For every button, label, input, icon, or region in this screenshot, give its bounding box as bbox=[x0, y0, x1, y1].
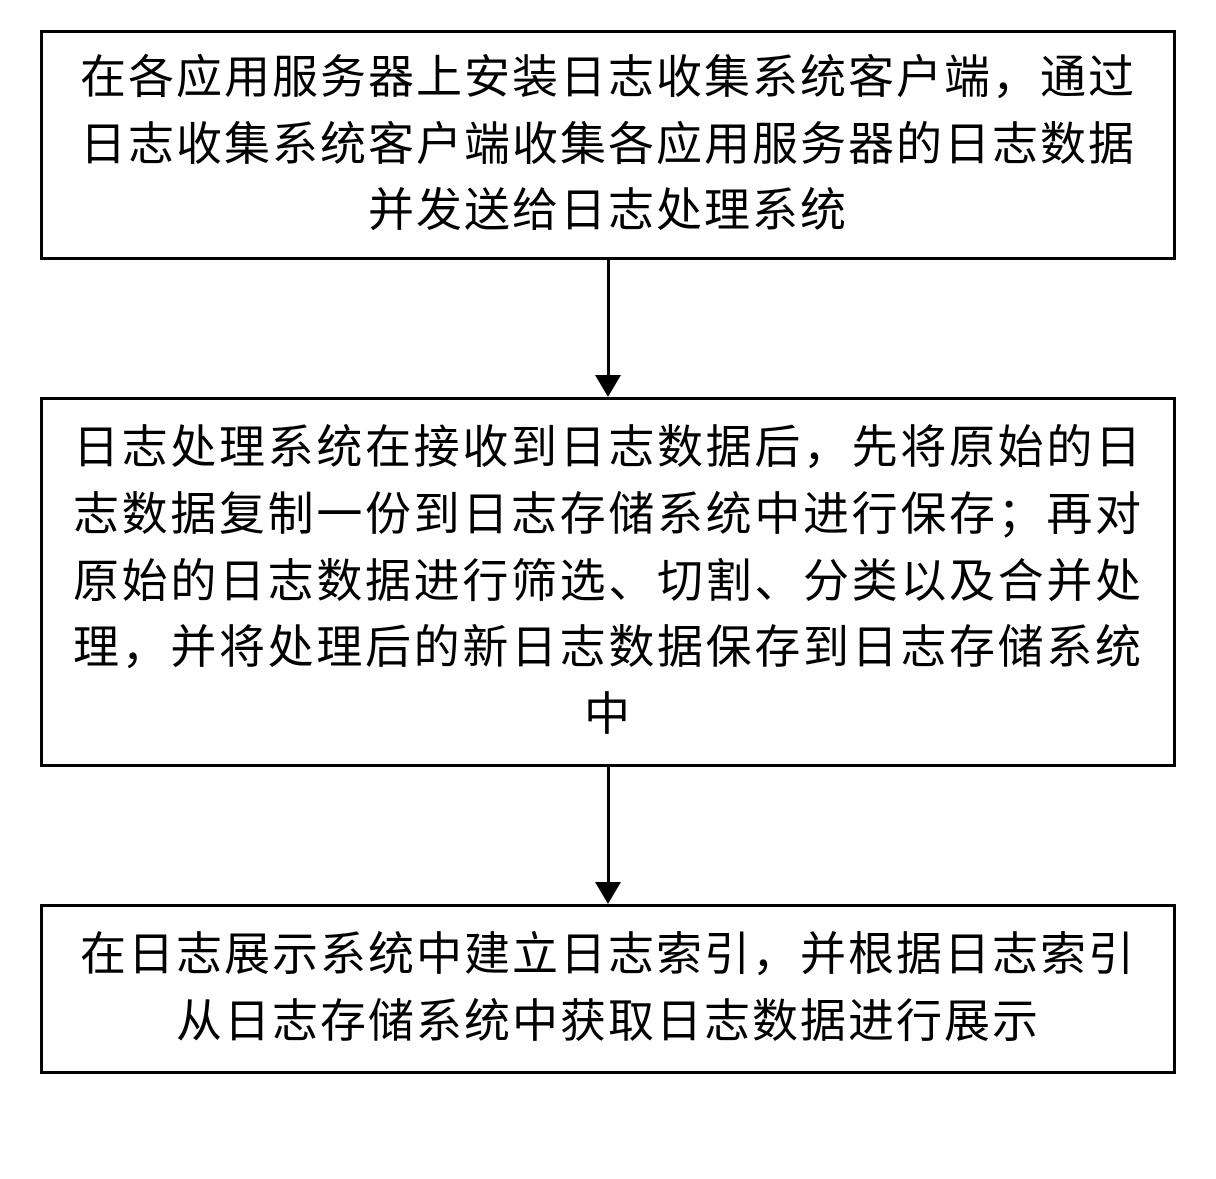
flowchart-container: 在各应用服务器上安装日志收集系统客户端，通过日志收集系统客户端收集各应用服务器的… bbox=[40, 30, 1176, 1074]
box-2-text: 日志处理系统在接收到日志数据后，先将原始的日志数据复制一份到日志存储系统中进行保… bbox=[73, 415, 1143, 748]
arrow-2 bbox=[595, 767, 621, 904]
arrow-1 bbox=[595, 260, 621, 397]
arrow-1-line bbox=[607, 260, 610, 375]
arrow-1-head bbox=[595, 375, 621, 397]
box-1-text: 在各应用服务器上安装日志收集系统客户端，通过日志收集系统客户端收集各应用服务器的… bbox=[73, 45, 1143, 245]
flowchart-box-2: 日志处理系统在接收到日志数据后，先将原始的日志数据复制一份到日志存储系统中进行保… bbox=[40, 397, 1176, 767]
arrow-2-line bbox=[607, 767, 610, 882]
flowchart-box-3: 在日志展示系统中建立日志索引，并根据日志索引从日志存储系统中获取日志数据进行展示 bbox=[40, 904, 1176, 1074]
flowchart-box-1: 在各应用服务器上安装日志收集系统客户端，通过日志收集系统客户端收集各应用服务器的… bbox=[40, 30, 1176, 260]
box-3-text: 在日志展示系统中建立日志索引，并根据日志索引从日志存储系统中获取日志数据进行展示 bbox=[73, 922, 1143, 1055]
arrow-2-head bbox=[595, 882, 621, 904]
